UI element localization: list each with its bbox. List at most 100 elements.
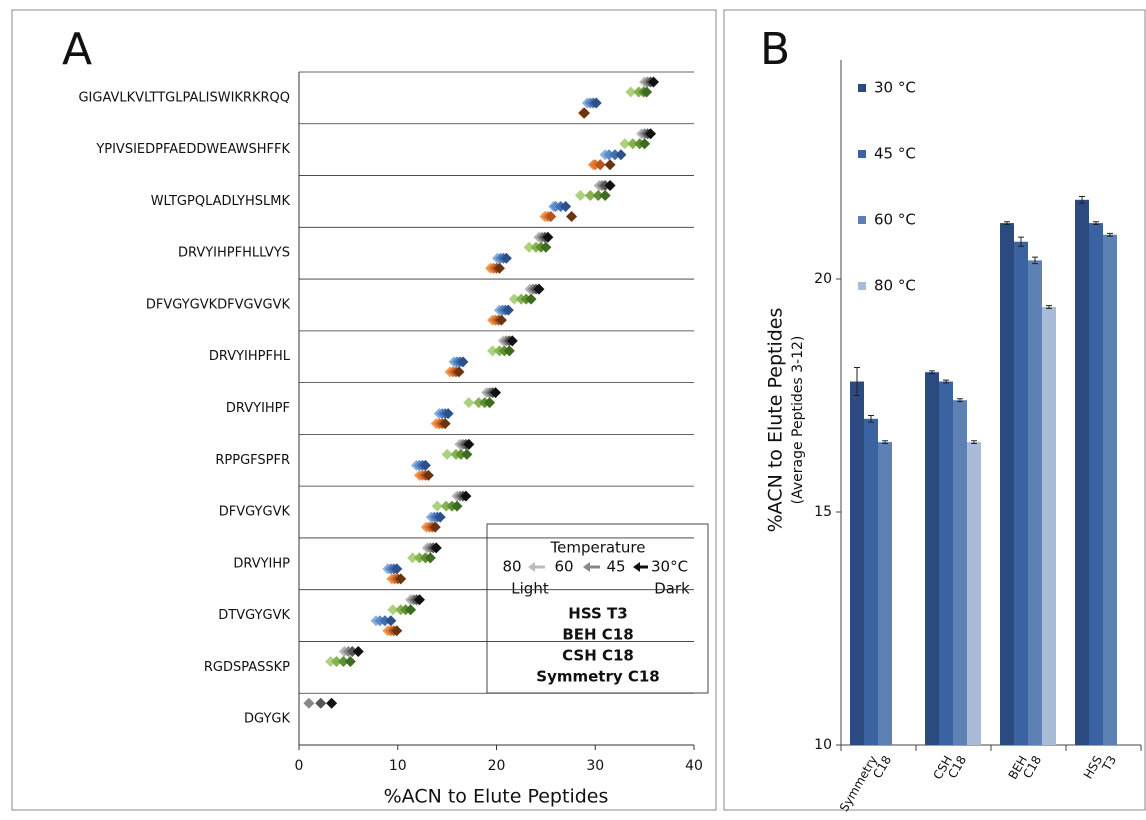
- data-point: [627, 138, 639, 150]
- data-point: [540, 241, 552, 253]
- data-point: [641, 86, 653, 98]
- data-point: [495, 314, 507, 326]
- category-label: DTVGYGVK: [218, 608, 290, 623]
- error-bar: [957, 398, 963, 403]
- category-label: DRVYIHPF: [226, 401, 290, 416]
- category-label: DFVGYGVKDFVGVGVK: [146, 297, 291, 312]
- data-point: [325, 655, 337, 667]
- data-point: [619, 138, 631, 150]
- data-point: [523, 241, 535, 253]
- data-point: [451, 500, 463, 512]
- legend-box: [486, 523, 709, 694]
- data-point: [346, 645, 358, 657]
- data-point: [326, 697, 338, 709]
- x-tick-label: 40: [685, 758, 703, 774]
- data-point: [609, 149, 621, 161]
- error-bar: [1093, 221, 1099, 225]
- data-point: [566, 211, 578, 223]
- data-point: [460, 490, 472, 502]
- data-point: [395, 573, 407, 585]
- data-point: [502, 304, 514, 316]
- x-tick-sublabel: T3: [1099, 753, 1119, 774]
- data-point: [525, 293, 537, 305]
- bar: [953, 400, 967, 745]
- arrow-head: [633, 562, 640, 572]
- data-point: [453, 366, 465, 378]
- category-label: DRVYIHP: [233, 556, 290, 571]
- bar: [939, 381, 953, 745]
- data-point: [506, 335, 518, 347]
- error-bar: [1032, 256, 1038, 265]
- data-point: [604, 159, 616, 171]
- y-tick-label: 10: [814, 737, 832, 753]
- legend-arrows: [528, 562, 648, 572]
- data-point: [391, 625, 403, 637]
- category-label: WLTGPQLADLYHSLMK: [151, 194, 291, 209]
- legend-swatch: [858, 150, 866, 158]
- data-point: [603, 149, 615, 161]
- bar: [1075, 199, 1089, 746]
- legend-swatch: [858, 216, 866, 224]
- data-point: [442, 408, 454, 420]
- category-label: GIGAVLKVLTTGLPALISWIKRKRQQ: [78, 90, 290, 105]
- data-point: [493, 262, 505, 274]
- category-label: YPIVSIEDPFAEDDWEAWSHFFK: [95, 142, 290, 157]
- panel-label: A: [62, 24, 92, 75]
- data-point: [337, 655, 349, 667]
- data-point: [533, 283, 545, 295]
- data-point: [457, 356, 469, 368]
- data-point: [430, 542, 442, 554]
- data-point: [604, 180, 616, 192]
- bar: [1000, 223, 1014, 746]
- x-tick-label: 0: [295, 758, 304, 774]
- y-axis-sublabel: (Average Peptides 3-12): [790, 336, 806, 505]
- legend-swatch: [858, 282, 866, 290]
- data-point: [413, 552, 425, 564]
- data-point: [441, 448, 453, 460]
- data-point: [461, 448, 473, 460]
- data-point: [387, 604, 399, 616]
- error-bar: [882, 440, 888, 445]
- data-point: [424, 552, 436, 564]
- data-point: [615, 149, 627, 161]
- error-bar: [854, 367, 860, 397]
- data-point: [590, 97, 602, 109]
- data-point: [331, 655, 343, 667]
- error-bar: [1018, 236, 1024, 247]
- x-tick-label: 10: [389, 758, 407, 774]
- legend-temp: 30°C: [651, 558, 688, 576]
- error-bar: [1046, 305, 1052, 309]
- arrow-head: [528, 562, 535, 572]
- data-point: [434, 511, 446, 523]
- data-point: [473, 397, 485, 409]
- data-point: [592, 190, 604, 202]
- data-point: [431, 500, 443, 512]
- bar: [1103, 234, 1117, 745]
- data-point: [379, 615, 391, 627]
- error-bar: [1004, 221, 1010, 225]
- y-axis-label: %ACN to Elute Peptides: [765, 308, 787, 533]
- data-point: [542, 231, 554, 243]
- bar: [925, 372, 939, 745]
- legend-entry: HSS T3: [568, 605, 627, 623]
- x-tick-label: 20: [488, 758, 506, 774]
- data-point: [508, 293, 520, 305]
- error-bar: [1079, 196, 1085, 204]
- error-bar: [971, 440, 977, 445]
- data-point: [560, 201, 572, 213]
- data-point: [440, 500, 452, 512]
- bar: [1089, 223, 1103, 746]
- data-point: [429, 521, 441, 533]
- y-tick-label: 15: [814, 504, 832, 520]
- data-point: [578, 107, 590, 119]
- data-point: [352, 645, 364, 657]
- error-bar: [943, 379, 949, 384]
- category-label: RGDSPASSKP: [204, 660, 290, 675]
- legend-light: Light: [511, 580, 549, 598]
- data-point: [490, 387, 502, 399]
- bar: [850, 381, 864, 745]
- legend-entry: Symmetry C18: [536, 668, 659, 686]
- bar: [967, 442, 981, 745]
- category-label: RPPGFSPFR: [215, 453, 290, 468]
- legend-entry: 45 °C: [874, 145, 916, 163]
